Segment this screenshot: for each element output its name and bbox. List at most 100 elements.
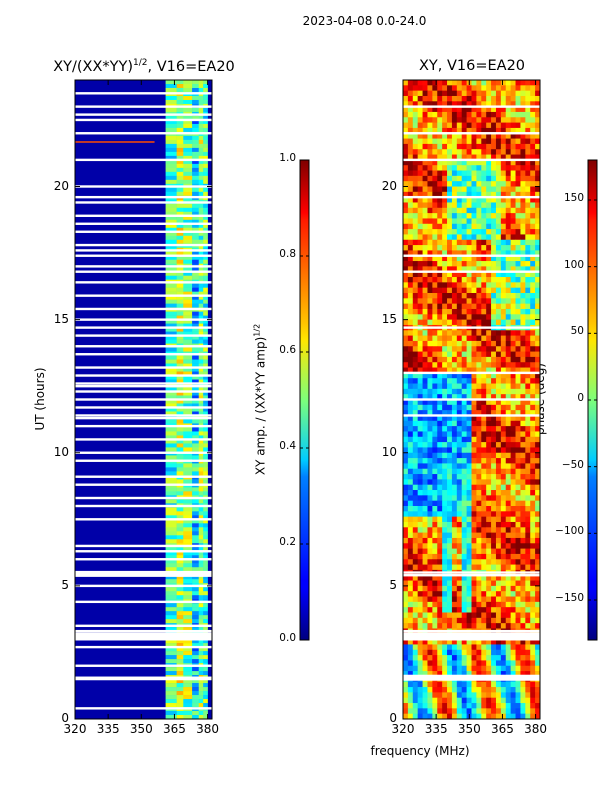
right-heatmap-cell [437,154,443,161]
right-heatmap-cell [422,356,428,363]
right-heatmap-cell [510,665,516,672]
right-heatmap-cell [456,223,463,230]
right-heatmap-cell [412,127,418,134]
right-heatmap-cell [412,458,418,464]
right-heatmap-cell [491,287,497,294]
right-heatmap-cell [461,388,467,395]
right-heatmap-cell [427,506,433,512]
right-heatmap-cell [447,346,453,352]
right-heatmap-cell [407,340,414,347]
right-heatmap-cell [447,149,453,155]
right-heatmap-cell [447,143,453,150]
right-heatmap-cell [500,649,507,656]
left-heatmap-cell [165,695,177,700]
right-heatmap-cell [403,127,409,134]
left-heatmap-cell [203,595,208,600]
right-heatmap-cell [466,436,472,443]
right-heatmap-cell [456,106,463,113]
right-heatmap-cell [481,223,487,230]
right-heatmap-cell [510,213,516,219]
right-heatmap-cell [412,250,418,257]
right-heatmap-cell [505,346,511,352]
right-heatmap-cell [530,521,536,528]
left-heatmap-cell [176,151,184,157]
right-heatmap-cell [505,394,511,400]
right-heatmap-cell [525,314,531,320]
left-heatmap-cell [165,563,177,568]
right-heatmap-cell [447,101,453,107]
left-ytick-label: 20 [53,178,69,193]
right-heatmap-cell [417,218,423,225]
right-heatmap-cell [466,111,472,118]
right-heatmap-cell [491,282,497,288]
left-heatmap-cell [165,99,177,105]
right-heatmap-cell [432,404,438,411]
right-heatmap-cell [461,516,467,523]
right-heatmap-cell [500,495,507,501]
right-heatmap-cell [451,101,458,107]
right-heatmap-cell [525,516,531,523]
right-heatmap-cell [403,649,409,656]
right-heatmap-cell [495,277,502,283]
right-heatmap-cell [442,521,448,528]
right-heatmap-cell [451,80,458,86]
right-heatmap-cell [520,708,526,714]
right-heatmap-cell [417,687,423,693]
right-heatmap-cell [476,239,482,246]
right-heatmap-cell [412,287,418,294]
right-heatmap-cell [456,80,463,86]
left-heatmap-cell [192,267,200,272]
right-heatmap-cell [491,452,497,459]
right-heatmap-cell [456,298,463,304]
right-heatmap-cell [530,463,536,470]
right-heatmap-cell [432,378,438,384]
right-heatmap-cell [505,186,511,193]
right-heatmap-cell [510,585,516,592]
left-heatmap-cell [176,471,184,476]
left-heatmap-cell [165,523,177,528]
left-heatmap-cell [165,83,177,89]
right-heatmap-cell [447,170,453,177]
right-heatmap-cell [437,234,443,241]
right-heatmap-cell [427,106,433,113]
right-heatmap-cell [476,80,482,86]
right-heatmap-cell [495,394,502,400]
right-heatmap-cell [447,559,453,565]
right-heatmap-cell [495,372,502,379]
right-heatmap-cell [422,521,428,528]
right-heatmap-cell [476,170,482,177]
right-heatmap-cell [481,559,487,565]
left-heatmap-cell [176,679,184,684]
right-heatmap-cell [491,580,497,587]
right-heatmap-cell [451,362,458,368]
right-heatmap-cell [466,170,472,177]
left-heatmap-cell [192,659,200,664]
right-heatmap-cell [505,277,511,283]
right-heatmap-cell [427,681,433,688]
right-heatmap-cell [515,138,521,145]
right-heatmap-cell [495,111,502,118]
right-heatmap-cell [515,436,521,443]
right-heatmap-cell [407,426,414,432]
right-heatmap-cell [417,639,423,645]
right-heatmap-cell [520,585,526,592]
right-heatmap-cell [447,80,453,86]
left-heatmap-cell [198,499,204,504]
right-heatmap-cell [456,585,463,592]
right-heatmap-cell [417,559,423,565]
right-heatmap-cell [437,250,443,257]
right-heatmap-cell [471,431,477,438]
right-heatmap-cell [530,420,536,427]
right-heatmap-cell [505,548,511,555]
right-heatmap-cell [442,362,448,368]
left-heatmap-cell [165,311,177,316]
right-heatmap-cell [486,708,492,714]
right-heatmap-cell [505,106,511,113]
right-heatmap-cell [495,85,502,91]
right-heatmap-cell [471,101,477,107]
left-heatmap-cell [198,359,204,364]
right-heatmap-cell [530,308,536,315]
left-heatmap-cell [165,687,177,692]
right-heatmap-cell [407,463,414,470]
